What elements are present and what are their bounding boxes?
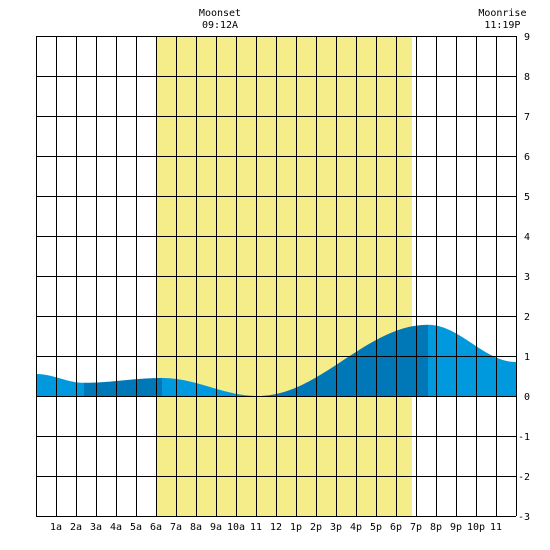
- chart-grid: [36, 36, 517, 517]
- y-tick-label: 3: [524, 272, 530, 283]
- y-tick-label: 0: [524, 392, 530, 403]
- y-tick-label: -3: [518, 512, 530, 523]
- x-tick-label: 3a: [90, 522, 102, 533]
- tide-segment: [84, 378, 162, 396]
- x-tick-label: 7p: [410, 522, 422, 533]
- x-tick-label: 10a: [227, 522, 245, 533]
- y-tick-label: 6: [524, 152, 530, 163]
- y-tick-label: 7: [524, 112, 530, 123]
- tide-area: [36, 324, 516, 396]
- y-tick-label: 9: [524, 32, 530, 43]
- x-tick-label: 5a: [130, 522, 142, 533]
- x-tick-label: 2a: [70, 522, 82, 533]
- x-tick-label: 8a: [190, 522, 202, 533]
- x-tick-label: 10p: [467, 522, 485, 533]
- x-tick-label: 9a: [210, 522, 222, 533]
- x-tick-label: 8p: [430, 522, 442, 533]
- tide-segment: [258, 324, 428, 396]
- y-axis-ticks: -3 -2 -1 0 1 2 3 4 5 6 7 8 9: [518, 32, 530, 523]
- x-tick-label: 11: [250, 522, 262, 533]
- y-tick-label: 1: [524, 352, 530, 363]
- x-tick-label: 2p: [310, 522, 322, 533]
- x-tick-label: 3p: [330, 522, 342, 533]
- moon-event-time: 11:19P: [484, 20, 520, 31]
- x-axis-ticks: 1a 2a 3a 4a 5a 6a 7a 8a 9a 10a 11 12 1p 2p 3p 4p 5p 6p 7p 8…: [50, 522, 502, 533]
- x-tick-label: 7a: [170, 522, 182, 533]
- tide-segment: [162, 378, 258, 396]
- x-tick-label: 4p: [350, 522, 362, 533]
- x-tick-label: 6a: [150, 522, 162, 533]
- x-tick-label: 4a: [110, 522, 122, 533]
- tide-segment: [428, 324, 516, 396]
- x-tick-label: 11: [490, 522, 502, 533]
- x-tick-label: 12: [270, 522, 282, 533]
- y-tick-label: 2: [524, 312, 530, 323]
- x-tick-label: 1a: [50, 522, 62, 533]
- y-tick-label: -2: [518, 472, 530, 483]
- y-tick-label: 8: [524, 72, 530, 83]
- x-tick-label: 1p: [290, 522, 302, 533]
- y-tick-label: -1: [518, 432, 530, 443]
- x-tick-label: 9p: [450, 522, 462, 533]
- y-tick-label: 5: [524, 192, 530, 203]
- y-tick-label: 4: [524, 232, 530, 243]
- x-tick-label: 6p: [390, 522, 402, 533]
- moon-event-time: 09:12A: [202, 20, 238, 31]
- moon-event-label: Moonset: [199, 8, 241, 19]
- moon-event-label: Moonrise: [478, 8, 526, 19]
- x-tick-label: 5p: [370, 522, 382, 533]
- tide-segment: [36, 374, 84, 396]
